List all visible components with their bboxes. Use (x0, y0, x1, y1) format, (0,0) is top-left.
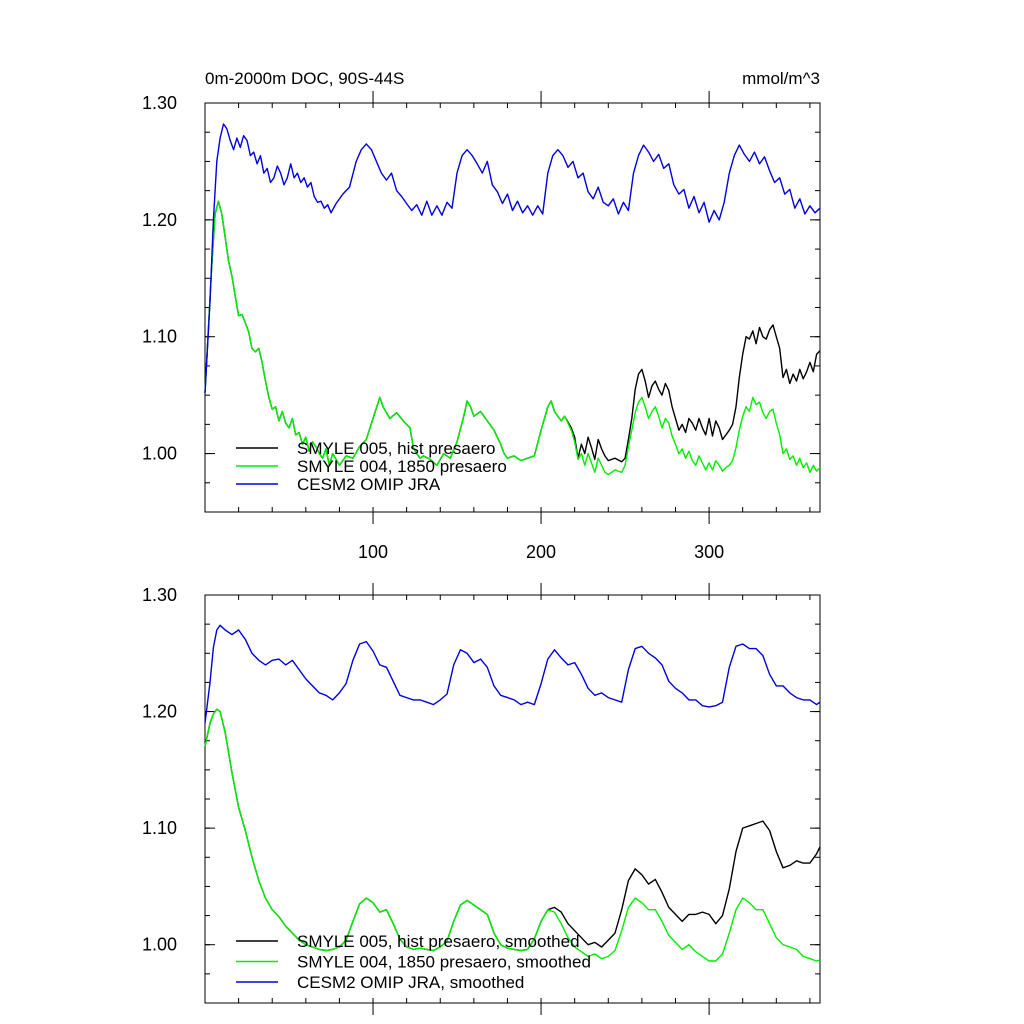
legend-label: SMYLE 005, hist presaero, smoothed (297, 932, 580, 951)
series-line-1 (204, 200, 821, 466)
y-tick-label: 1.20 (142, 210, 177, 230)
chart-title: 0m-2000m DOC, 90S-44S (205, 69, 404, 88)
series-line-2 (204, 200, 821, 476)
y-tick-label: 1.10 (142, 327, 177, 347)
legend-label: SMYLE 004, 1850 presaero, smoothed (297, 953, 591, 972)
x-tick-label: 200 (526, 542, 556, 562)
y-tick-label: 1.10 (142, 818, 177, 838)
y-tick-label: 1.30 (142, 93, 177, 113)
chart-units: mmol/m^3 (742, 69, 820, 88)
legend-label: SMYLE 004, 1850 presaero (297, 457, 507, 476)
series-line-1 (204, 708, 821, 952)
y-tick-label: 1.00 (142, 935, 177, 955)
legend: SMYLE 005, hist presaero, smoothed SMYLE … (236, 932, 591, 992)
series-line-3 (204, 624, 821, 724)
y-tick-label: 1.30 (142, 585, 177, 605)
series-line-3 (204, 123, 821, 393)
x-tick-label: 300 (694, 542, 724, 562)
legend-label: SMYLE 005, hist presaero (297, 439, 495, 458)
series-line-2 (204, 708, 821, 962)
x-tick-label: 100 (358, 542, 388, 562)
legend-label: CESM2 OMIP JRA (297, 475, 441, 494)
y-tick-label: 1.20 (142, 702, 177, 722)
chart-panel-1: 1.00 1.10 1.20 1.30 100 200 300 0m-2000m DOC, 9… (142, 69, 821, 562)
y-tick-label: 1.00 (142, 444, 177, 464)
legend-label: CESM2 OMIP JRA, smoothed (297, 973, 524, 992)
chart-panel-2: 1.00 1.10 1.20 1.30 SMYLE 005, hist presaero… (142, 583, 821, 1015)
